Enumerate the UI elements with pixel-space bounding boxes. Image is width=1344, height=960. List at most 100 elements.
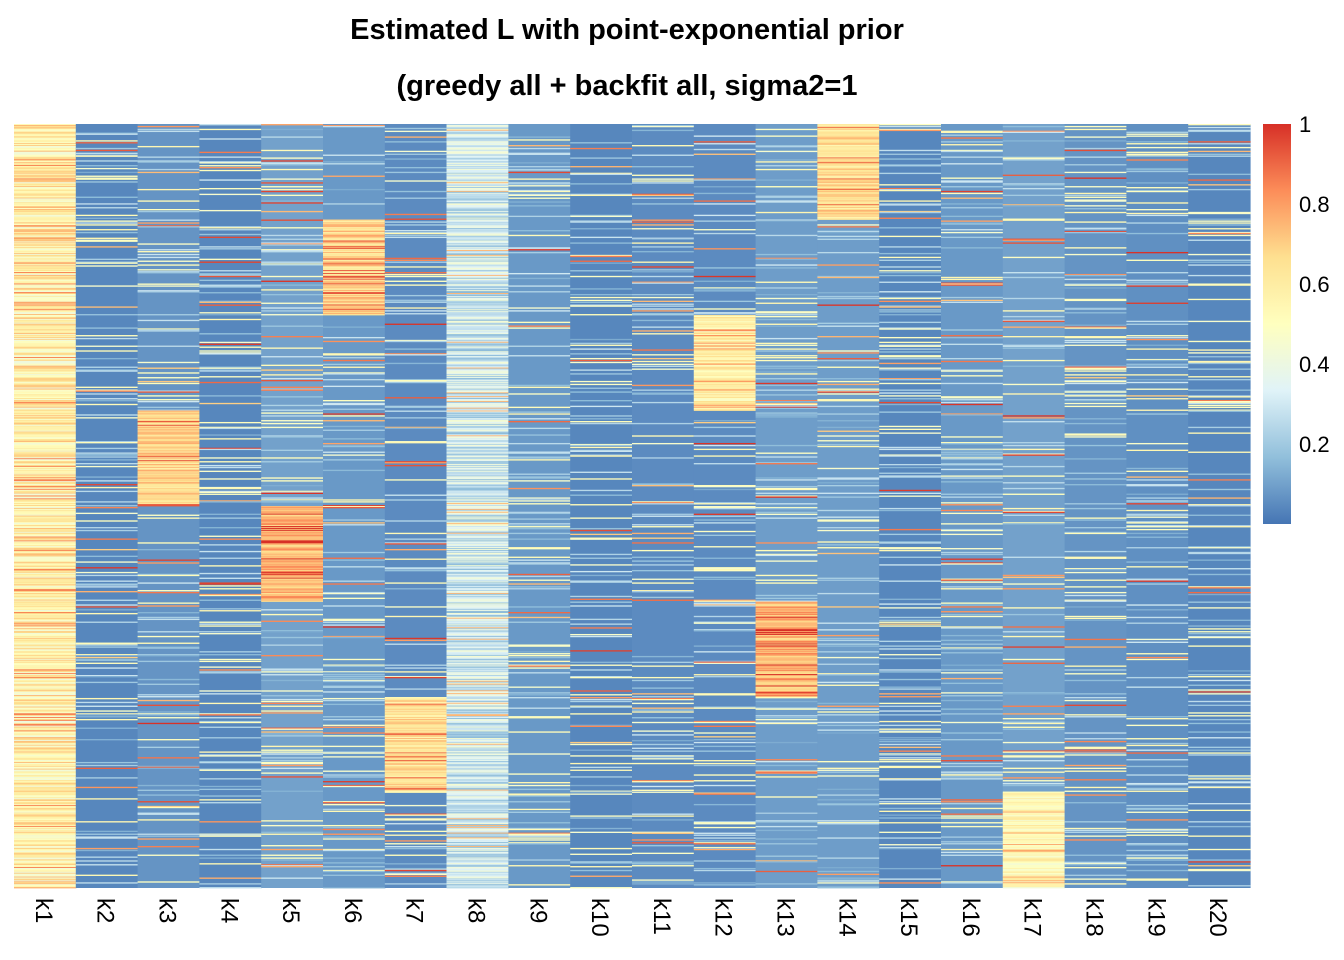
heatmap-cell [199,778,261,779]
heatmap-cell [632,748,694,749]
heatmap-cell [1065,195,1127,196]
heatmap-cell [756,453,818,454]
heatmap-cell [879,706,941,707]
heatmap-cell [817,358,879,359]
heatmap-column-k12 [694,124,756,888]
heatmap-cell [570,677,632,678]
heatmap-cell [1065,527,1127,528]
column-label-k13: k13 [772,898,799,937]
heatmap-cell [817,771,879,772]
heatmap-cell [1065,771,1127,772]
heatmap-cell [632,310,694,311]
heatmap-cell [694,742,756,743]
heatmap-cell [1003,466,1065,467]
heatmap-cell [941,604,1003,605]
heatmap-cell [817,391,879,392]
heatmap-cell [199,799,261,800]
heatmap-cell [632,358,694,359]
heatmap-cell [76,142,138,143]
heatmap-cell [1065,533,1127,534]
heatmap-cell [1003,445,1065,446]
heatmap-cell [1188,693,1250,694]
heatmap-cell [1003,512,1065,513]
heatmap-cell [879,389,941,390]
heatmap-cell [570,157,632,158]
heatmap-cell [1065,193,1127,194]
heatmap-cell [1126,233,1188,234]
heatmap-cell [385,863,447,864]
heatmap-cell [508,249,570,250]
heatmap-cell [879,625,941,626]
heatmap-cell [76,160,138,161]
heatmap-cell [756,161,818,162]
heatmap-cell [508,139,570,140]
heatmap-column-k2 [76,124,138,888]
heatmap-cell [138,562,200,563]
heatmap-cell [138,559,200,560]
heatmap-cell [879,741,941,742]
heatmap-cell [694,220,756,221]
heatmap-cell [76,821,138,822]
heatmap-cell [76,387,138,388]
heatmap-cell [1188,224,1250,225]
heatmap-cell [756,708,818,709]
heatmap-cell [694,443,756,444]
heatmap-cell [138,612,200,613]
heatmap-cell [1126,743,1188,744]
heatmap-cell [385,840,447,841]
heatmap-cell [323,558,385,559]
heatmap-cell [570,770,632,771]
heatmap-cell [570,360,632,361]
heatmap-cell [323,580,385,581]
heatmap-cell [1126,147,1188,148]
heatmap-cell [138,211,200,212]
heatmap-cell [817,880,879,881]
heatmap-cell [1188,124,1250,125]
heatmap-cell [632,297,694,298]
heatmap-cell [1003,751,1065,752]
heatmap-cell [570,384,632,385]
heatmap-cell [941,247,1003,248]
heatmap-cell [261,857,323,858]
heatmap-cell [508,538,570,539]
heatmap-cell [941,855,1003,856]
heatmap-cell [76,882,138,883]
heatmap-cell [941,337,1003,338]
heatmap-cell [1126,171,1188,172]
heatmap-cell [941,477,1003,478]
heatmap-cell [76,530,138,531]
heatmap-cell [941,452,1003,453]
heatmap-cell [879,617,941,618]
heatmap-cell [323,341,385,342]
heatmap-cell [199,314,261,315]
heatmap-cell [261,303,323,304]
heatmap-cell [508,865,570,866]
heatmap-cell [385,281,447,282]
heatmap-cell [261,750,323,751]
heatmap-cell [632,224,694,225]
heatmap-cell [385,831,447,832]
heatmap-cell [508,708,570,709]
heatmap-cell [879,236,941,237]
heatmap-cell [1065,646,1127,647]
heatmap-cell [323,676,385,677]
heatmap-cell [1003,718,1065,719]
heatmap-cell [508,672,570,673]
heatmap-cell [76,609,138,610]
heatmap-cell [1188,235,1250,236]
heatmap-cell [694,455,756,456]
heatmap-cell [199,762,261,763]
heatmap-cell [76,739,138,740]
heatmap-cell [199,583,261,584]
heatmap-cell [508,418,570,419]
heatmap-cell [1126,835,1188,836]
heatmap-cell [76,338,138,339]
heatmap-cell [385,221,447,222]
heatmap-cell [1188,127,1250,128]
heatmap-cell [632,883,694,884]
heatmap-cell [138,655,200,656]
heatmap-cell [138,330,200,331]
heatmap-cell [508,310,570,311]
heatmap-cell [1065,400,1127,401]
heatmap-cell [941,771,1003,772]
